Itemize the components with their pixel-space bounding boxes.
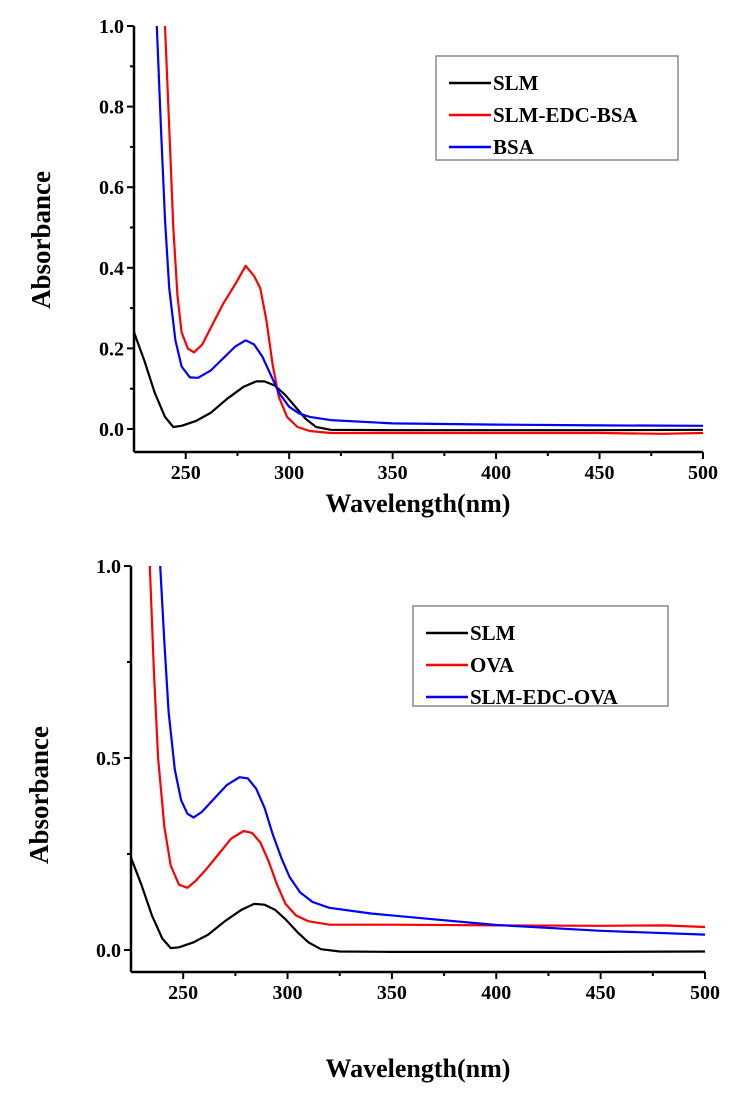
legend: SLM OVA SLM-EDC-OVA: [412, 605, 669, 709]
legend-label: SLM-EDC-OVA: [470, 685, 619, 709]
x-tick-label: 500: [688, 462, 718, 484]
series-line-ova: [148, 566, 706, 929]
y-tick-label: 0.6: [99, 177, 124, 199]
legend-label: SLM: [470, 621, 516, 645]
legend-label: BSA: [493, 135, 535, 159]
y-tick-label: 1.0: [99, 16, 124, 38]
legend: SLM SLM-EDC-BSA BSA: [435, 55, 679, 161]
x-tick-label: 350: [378, 462, 408, 484]
x-tick-label: 250: [171, 462, 201, 484]
series-line-slm: [131, 857, 706, 954]
y-tick-label: 1.0: [96, 556, 121, 578]
legend-label: SLM-EDC-BSA: [493, 103, 639, 127]
x-tick-label: 400: [481, 982, 511, 1004]
x-tick-label: 450: [586, 982, 616, 1004]
x-tick-label: 250: [168, 982, 198, 1004]
x-axis-label: Wavelength(nm): [326, 1054, 511, 1083]
chart-bottom: Absorbance Wavelength(nm) 0.0 0.5 1.0 250 30…: [24, 556, 720, 1083]
y-axis-label: Absorbance: [24, 726, 54, 864]
legend-label: SLM: [493, 71, 539, 95]
series-line-slm: [134, 331, 704, 432]
x-tick-label: 300: [273, 982, 303, 1004]
series-line-bsa: [155, 26, 704, 427]
x-tick-label: 400: [481, 462, 511, 484]
y-axis-label: Absorbance: [26, 171, 56, 309]
x-tick-label: 350: [377, 982, 407, 1004]
legend-box: [435, 55, 679, 161]
legend-label: OVA: [470, 653, 515, 677]
x-tick-label: 450: [585, 462, 615, 484]
y-tick-label: 0.4: [99, 258, 124, 280]
y-tick-label: 0.0: [99, 419, 124, 441]
series-line-slm-edc-bsa: [163, 26, 704, 435]
y-tick-label: 0.2: [99, 338, 124, 360]
legend-box: [412, 605, 669, 707]
y-tick-label: 0.5: [96, 748, 121, 770]
x-tick-label: 300: [274, 462, 304, 484]
y-tick-label: 0.8: [99, 97, 124, 119]
chart-top: Absorbance Wavelength(nm) 0.0 0.2 0.4 0.6 0.…: [26, 16, 718, 518]
series-line-slm-edc-ova: [159, 566, 706, 936]
y-tick-label: 0.0: [96, 940, 121, 962]
x-tick-label: 500: [690, 982, 720, 1004]
x-axis-label: Wavelength(nm): [326, 489, 511, 518]
